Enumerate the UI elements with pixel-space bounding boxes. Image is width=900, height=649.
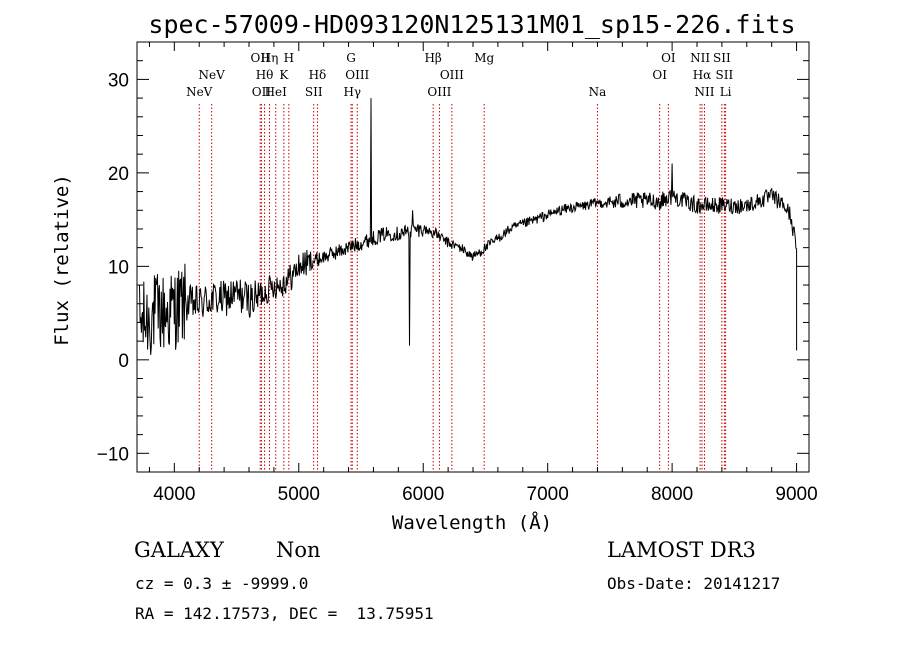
line-label: OI <box>661 51 676 65</box>
line-label: Hγ <box>343 85 361 99</box>
axis-ticks: 4000 5000 6000 7000 8000 9000 −10 0 10 20 30 <box>97 41 818 505</box>
line-label: NeV <box>186 85 213 99</box>
coordinates-line: RA = 142.17573, DEC = 13.75951 <box>135 604 434 623</box>
line-label: SII <box>716 68 734 82</box>
x-tick-label: 7000 <box>527 484 569 505</box>
spectrum-chart: spec-57009-HD093120N125131M01_sp15-226.f… <box>51 10 818 534</box>
line-label: NeV <box>199 68 226 82</box>
emission-line-labels: NeV NeV OII OII Hθ Hη HeI KH SII Hδ G Hγ OIII Hβ OIII O… <box>186 51 733 99</box>
x-tick-label: 5000 <box>278 484 320 505</box>
y-tick-label: 0 <box>118 351 129 372</box>
y-tick-label: 30 <box>108 70 129 91</box>
line-label: K <box>279 68 289 82</box>
chart-title: spec-57009-HD093120N125131M01_sp15-226.f… <box>148 10 795 39</box>
y-tick-label: 20 <box>108 164 129 185</box>
line-label: H <box>284 51 294 65</box>
line-label: Na <box>589 85 607 99</box>
emission-line-markers <box>198 104 727 472</box>
line-label: G <box>346 51 356 65</box>
line-label: OIII <box>427 85 451 99</box>
object-class: GALAXY <box>134 538 224 562</box>
x-tick-label: 4000 <box>153 484 195 505</box>
line-label: Mg <box>474 51 494 65</box>
line-label: Hδ <box>309 68 327 82</box>
line-label: Hθ <box>256 68 274 82</box>
line-label: NII <box>690 51 710 65</box>
x-axis-label: Wavelength (Å) <box>392 511 552 534</box>
redshift-line: cz = 0.3 ± -9999.0 <box>135 574 309 593</box>
line-label: Li <box>720 85 732 99</box>
object-subclass: Non <box>276 538 321 562</box>
y-axis-label: Flux (relative) <box>51 174 73 346</box>
spectrum-line <box>139 98 798 355</box>
line-label: OII <box>252 85 272 99</box>
line-label: OII <box>251 51 271 65</box>
line-label: OIII <box>440 68 464 82</box>
observation-date: Obs-Date: 20141217 <box>607 574 781 593</box>
y-tick-label: 10 <box>108 257 129 278</box>
line-label: OI <box>652 68 667 82</box>
line-label: SII <box>305 85 323 99</box>
survey-name: LAMOST DR3 <box>607 538 756 562</box>
line-label: OIII <box>345 68 369 82</box>
x-tick-label: 6000 <box>402 484 444 505</box>
line-label: HeI <box>265 85 288 99</box>
line-label: NII <box>694 85 714 99</box>
x-tick-label: 9000 <box>775 484 817 505</box>
y-tick-label: −10 <box>97 444 129 465</box>
line-label: Hη <box>261 51 279 65</box>
line-label: Hβ <box>424 51 441 65</box>
line-label: Hα <box>693 68 712 82</box>
line-label: SII <box>713 51 731 65</box>
x-tick-label: 8000 <box>651 484 693 505</box>
